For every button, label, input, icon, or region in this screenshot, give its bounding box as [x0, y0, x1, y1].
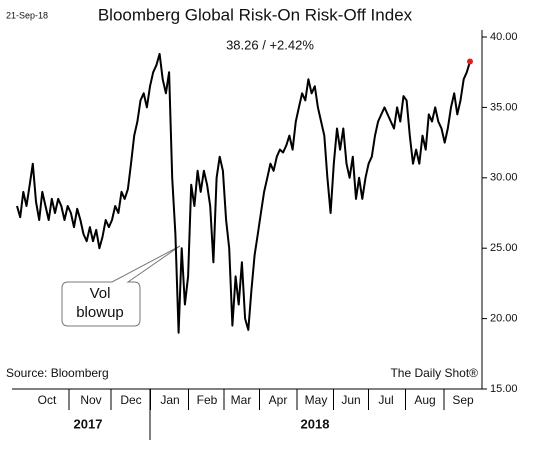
annotation: blowup: [76, 304, 124, 321]
x-tick-label: Mar: [231, 393, 252, 407]
x-tick-label: Sep: [452, 393, 474, 407]
y-tick-label: 15.00: [490, 383, 518, 395]
x-tick-label: Apr: [269, 393, 288, 407]
chart-title: Bloomberg Global Risk-On Risk-Off Index: [98, 5, 413, 24]
x-tick-label: Dec: [120, 393, 141, 407]
year-label: 2017: [74, 416, 103, 431]
x-tick-label: Oct: [38, 393, 57, 407]
x-tick-label: Jul: [378, 393, 393, 407]
x-tick-label: Jun: [341, 393, 360, 407]
date-label: 21-Sep-18: [6, 10, 48, 20]
y-tick-label: 20.00: [490, 313, 518, 325]
source: Source: Bloomberg: [6, 366, 109, 380]
credit: The Daily Shot®: [390, 366, 478, 380]
x-tick-label: Aug: [414, 393, 435, 407]
last-point: [467, 58, 473, 65]
y-tick-label: 35.00: [490, 101, 518, 113]
x-tick-label: Nov: [80, 393, 101, 407]
x-tick-label: May: [305, 393, 328, 407]
x-tick-label: Feb: [197, 393, 218, 407]
year-label: 2018: [301, 416, 330, 431]
y-tick-label: 25.00: [490, 242, 518, 254]
series-line: [16, 52, 471, 334]
callout-box: [61, 245, 181, 327]
y-tick-label: 30.00: [490, 172, 518, 184]
annotation: Vol: [90, 285, 111, 302]
subtitle: 38.26 / +2.42%: [226, 37, 314, 52]
y-tick-label: 40.00: [490, 31, 518, 43]
x-tick-label: Jan: [160, 393, 179, 407]
